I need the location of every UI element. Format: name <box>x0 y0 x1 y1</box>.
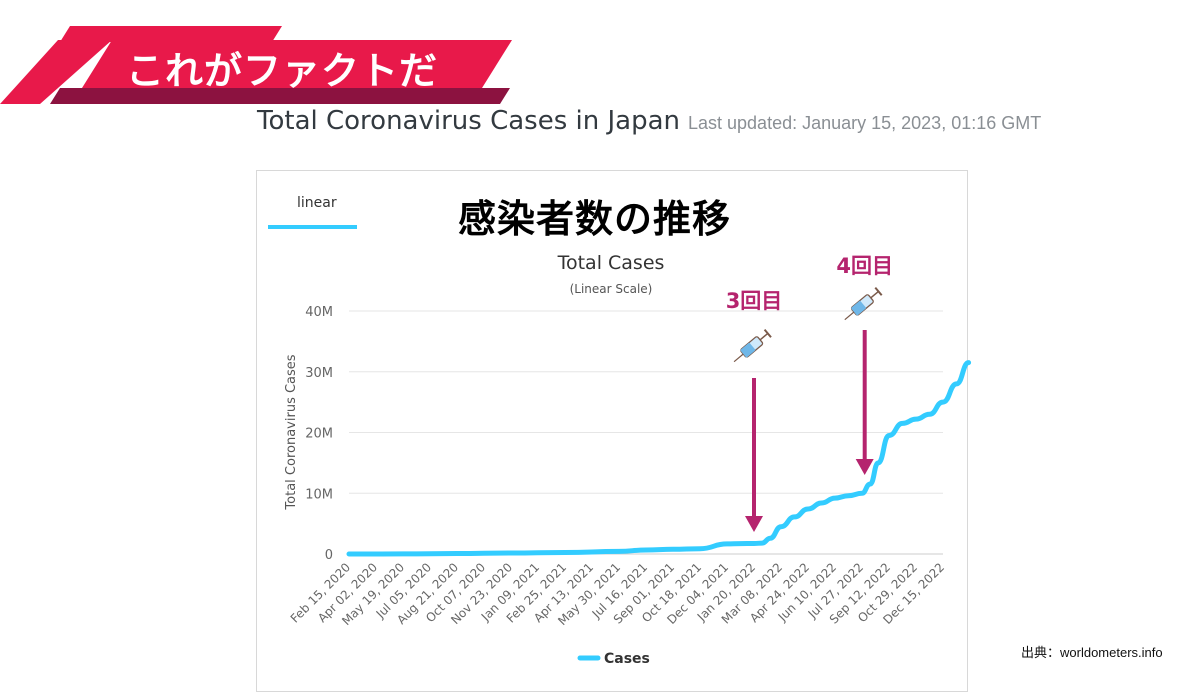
y-tick-label: 20M <box>305 427 333 442</box>
banner-text: これがファクトだ <box>126 49 439 93</box>
y-tick-label: 0 <box>325 548 333 563</box>
chart-svg: 0 10M 20M 30M 40M Total Cases (Linear Scale) To… <box>284 252 972 667</box>
overlay-title: 感染者数の推移 <box>458 197 732 241</box>
annotation-arrow-head <box>855 459 874 475</box>
tab-linear[interactable]: linear <box>297 195 337 211</box>
syringe-icon <box>844 286 883 321</box>
y-tick-label: 40M <box>305 305 333 320</box>
syringe-icon <box>733 328 772 363</box>
annotation-label: 4回目 <box>836 254 893 278</box>
tab-active-underline <box>268 225 357 229</box>
chart-container <box>256 170 968 692</box>
annotation-label: 3回目 <box>726 289 783 313</box>
source-credit: 出典：worldometers.info <box>1021 645 1163 660</box>
banner-shape <box>0 26 512 104</box>
annotation-arrow-head <box>745 516 763 532</box>
y-axis-label: Total Coronavirus Cases <box>284 354 299 510</box>
legend-label-cases: Cases <box>604 651 650 667</box>
last-updated: Last updated: January 15, 2023, 01:16 GM… <box>688 113 1042 133</box>
y-tick-label: 30M <box>305 366 333 381</box>
title-banner: これがファクトだ <box>0 0 560 110</box>
y-tick-label: 10M <box>305 487 333 502</box>
series-line-cases <box>346 360 972 557</box>
chart-subtitle: (Linear Scale) <box>570 282 653 296</box>
page-title: Total Coronavirus Cases in Japan <box>257 106 680 136</box>
chart-title: Total Cases <box>557 252 665 274</box>
